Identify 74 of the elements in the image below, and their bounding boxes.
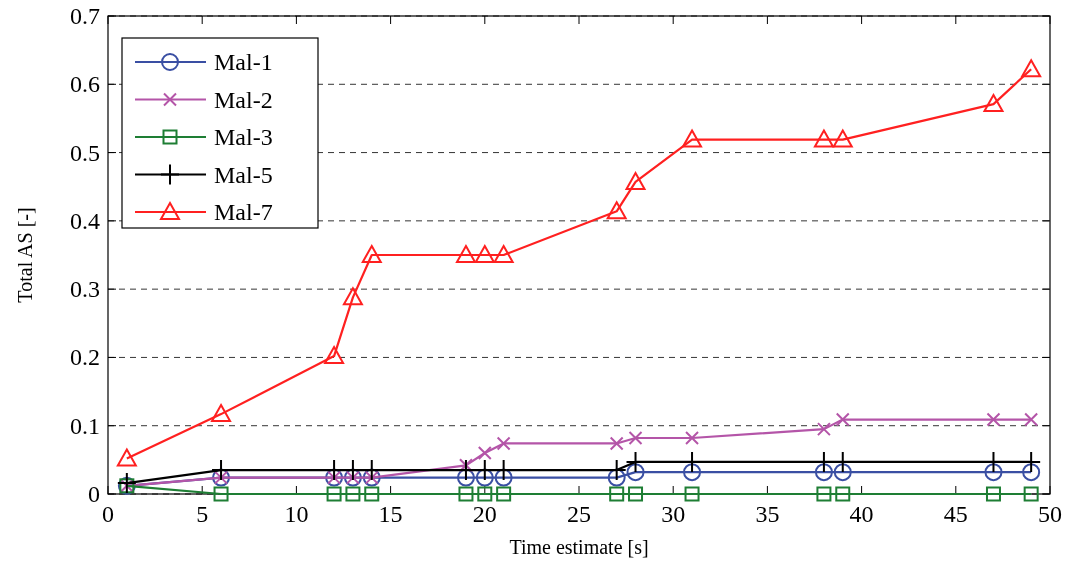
x-axis-title: Time estimate [s] [509,536,649,558]
y-tick-label: 0.6 [70,71,100,98]
point [814,463,833,482]
point [345,486,361,502]
point [326,486,342,502]
point [835,412,850,427]
y-axis-title: Total AS [-] [14,207,36,303]
point [455,245,476,263]
point [477,486,493,502]
point [625,171,646,190]
point [628,486,644,502]
point [607,468,626,487]
x-tick-label: 35 [755,501,780,527]
point [458,458,473,473]
point [361,245,382,263]
point [474,245,495,263]
point [609,486,625,502]
point [477,446,492,461]
point [628,431,643,446]
point [496,436,511,451]
point [1023,486,1039,502]
point [984,463,1003,482]
y-tick-label: 0.3 [70,276,100,303]
point [456,468,475,487]
point [496,486,512,502]
point [985,486,1001,502]
point [683,463,702,482]
point [685,431,700,446]
point [626,463,645,482]
legend-label: Mal-1 [214,49,273,75]
point [1022,463,1041,482]
x-tick-label: 40 [849,501,874,527]
point [813,129,834,148]
point [986,412,1001,427]
point [1024,412,1039,427]
point [606,201,627,220]
point [833,463,852,482]
point [816,486,832,502]
point [682,129,703,148]
point [324,346,345,365]
x-tick-label: 25 [567,501,591,527]
point [609,436,624,451]
legend-label: Mal-2 [214,86,273,113]
point [342,287,363,306]
x-tick-label: 15 [378,501,403,527]
point [835,486,851,502]
x-tick-label: 45 [943,501,968,527]
y-tick-label: 0.1 [70,412,100,439]
point [1021,59,1042,78]
legend-label: Mal-7 [214,199,273,225]
y-tick-label: 0.7 [70,3,100,29]
point [983,94,1004,113]
y-tick-label: 0.5 [70,139,100,166]
x-tick-label: 50 [1038,501,1062,527]
y-tick-label: 0 [88,481,100,507]
point [364,486,380,502]
point [493,245,514,263]
legend-label: Mal-5 [214,161,273,188]
point [816,422,831,437]
x-tick-label: 5 [196,501,209,527]
point [116,448,137,467]
point [458,486,474,502]
legend-label: Mal-3 [214,124,273,150]
point [684,486,700,502]
y-tick-label: 0.2 [70,344,100,371]
point [213,486,229,502]
x-tick-label: 30 [661,501,686,527]
x-tick-label: 20 [472,501,497,527]
point [475,468,494,487]
point [494,468,513,487]
point [832,129,853,148]
y-tick-label: 0.4 [70,207,100,234]
x-tick-label: 10 [284,501,309,527]
point [211,404,232,423]
